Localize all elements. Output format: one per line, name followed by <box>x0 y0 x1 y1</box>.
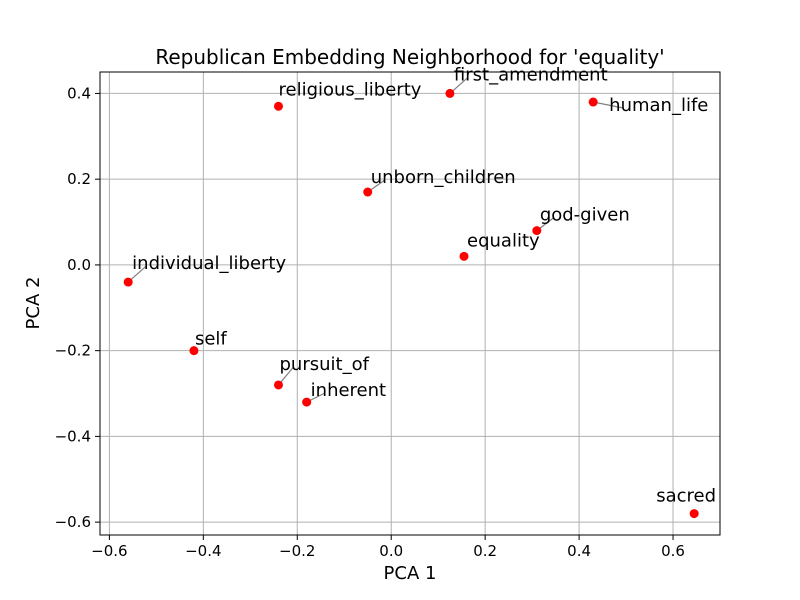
data-point <box>532 226 542 236</box>
point-label: equality <box>467 230 540 251</box>
point-label: sacred <box>656 486 716 507</box>
data-point <box>363 187 373 197</box>
x-axis-label: PCA 1 <box>384 563 437 584</box>
point-label: human_life <box>609 95 708 116</box>
y-tick-label: 0.2 <box>67 170 91 188</box>
point-labels: religious_liberty first_amendmenthuman_li… <box>132 64 716 506</box>
leader-line <box>593 101 624 109</box>
y-tick-label: −0.2 <box>55 342 91 360</box>
x-tick-label: 0.0 <box>379 542 403 560</box>
data-points <box>123 88 699 519</box>
x-tick-label: −0.6 <box>91 542 127 560</box>
plot-frame <box>99 71 721 536</box>
data-point <box>588 97 598 107</box>
data-point <box>273 101 283 111</box>
y-axis-label: PCA 2 <box>23 277 44 330</box>
y-tick-label: 0.4 <box>67 84 91 102</box>
x-axis-ticks: −0.6 −0.4 −0.2 0.0 0.2 0.4 0.6 <box>91 535 685 560</box>
data-point <box>273 380 283 390</box>
point-label: religious_liberty <box>278 79 421 100</box>
chart-title: Republican Embedding Neighborhood for 'e… <box>155 45 664 69</box>
data-point <box>445 88 455 98</box>
point-label: inherent <box>311 380 386 401</box>
point-label: unborn_children <box>371 167 516 188</box>
grid <box>100 72 720 535</box>
point-label: god-given <box>540 205 630 226</box>
data-point <box>459 251 469 261</box>
point-label: first_amendment <box>454 64 608 85</box>
point-label: individual_liberty <box>132 253 286 274</box>
point-label: self <box>195 329 227 350</box>
y-tick-label: −0.4 <box>55 427 91 445</box>
data-point <box>123 277 133 287</box>
data-point <box>302 397 312 407</box>
data-point <box>189 346 199 356</box>
x-tick-label: 0.6 <box>661 542 685 560</box>
x-tick-label: −0.2 <box>279 542 315 560</box>
y-axis-ticks: 0.4 0.2 0.0 −0.2 −0.4 −0.6 <box>55 84 100 531</box>
y-tick-label: −0.6 <box>55 513 91 531</box>
data-point <box>689 509 699 519</box>
x-tick-label: 0.2 <box>473 542 497 560</box>
x-tick-label: 0.4 <box>567 542 591 560</box>
y-tick-label: 0.0 <box>67 256 91 274</box>
x-tick-label: −0.4 <box>185 542 221 560</box>
point-label: pursuit_of <box>279 354 369 375</box>
